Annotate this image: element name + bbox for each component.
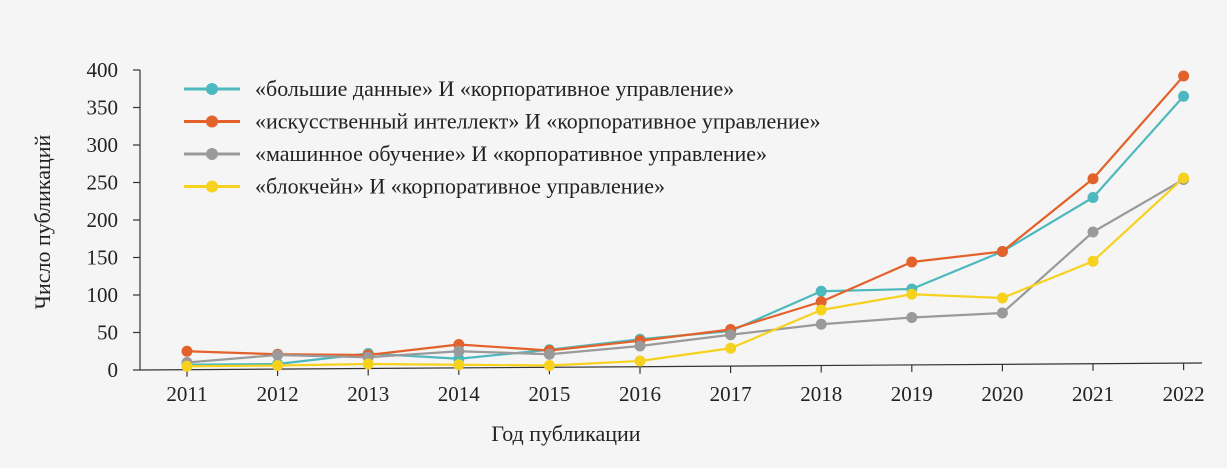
data-point [1178,70,1190,82]
series-layer [181,70,1190,372]
data-point [453,359,465,371]
legend: «большие данные» И «корпоративное управл… [184,76,821,199]
data-point [906,256,918,268]
y-axis-title: Число публикаций [30,134,55,309]
data-point [996,292,1008,304]
y-tick-label: 150 [87,246,119,270]
data-point [815,304,827,316]
x-tick-label: 2020 [981,382,1023,406]
legend-label: «блокчейн» И «корпоративное управление» [255,174,665,199]
series-line [186,177,1185,368]
legend-item: «блокчейн» И «корпоративное управление» [184,174,665,199]
x-axis-line [139,362,1203,371]
data-point [1087,173,1099,185]
data-point [906,288,918,300]
data-point [725,329,737,341]
series-line [186,95,1185,366]
data-point [272,349,284,361]
data-point [181,360,193,372]
legend-label: «большие данные» И «корпоративное управл… [255,76,734,101]
y-tick-label: 400 [87,58,119,82]
series-4 [181,172,1190,372]
data-point [181,345,193,357]
y-tick-label: 350 [87,96,119,120]
data-point [815,296,827,308]
data-point [996,246,1008,257]
x-tick-label: 2014 [438,382,481,406]
axes: 0 50 100 150 200 250 300 350 400 2011 2012 2013 2014… [87,58,1205,406]
data-point [906,312,918,323]
y-tick-label: 0 [108,358,119,382]
legend-item: «искусственный интеллект» И «корпоративн… [184,109,821,134]
y-tick-label: 300 [87,133,119,157]
x-tick-label: 2018 [800,382,842,406]
data-point [815,285,827,297]
y-tick-label: 50 [97,321,118,345]
x-tick-label: 2022 [1163,382,1205,406]
data-point [1178,172,1190,184]
y-tick-label: 200 [87,208,119,232]
data-point [1087,226,1099,238]
data-point [634,340,646,352]
legend-swatch-marker [206,148,218,160]
data-point [543,348,555,360]
x-tick-label: 2013 [347,382,389,406]
x-tick-label: 2015 [528,382,570,406]
data-point [634,355,646,367]
data-point [725,342,737,354]
data-point [815,318,827,330]
y-tick-label: 100 [87,283,119,307]
data-point [453,345,465,357]
data-point [996,307,1008,319]
series-2 [181,70,1190,361]
x-tick-label: 2019 [891,382,933,406]
legend-item: «большие данные» И «корпоративное управл… [184,76,734,101]
legend-swatch-marker [206,83,218,95]
x-tick-label: 2012 [257,382,299,406]
data-point [362,358,374,370]
legend-swatch-marker [206,115,218,128]
legend-label: «искусственный интеллект» И «корпоративн… [255,109,821,134]
data-point [1087,192,1099,203]
data-point [1178,90,1190,102]
series-line [186,178,1185,364]
legend-label: «машинное обучение» И «корпоративное упр… [255,141,767,166]
series-line [186,75,1185,357]
x-tick-label: 2011 [166,382,207,406]
legend-item: «машинное обучение» И «корпоративное упр… [184,141,767,166]
y-tick-label: 250 [87,171,119,195]
data-point [543,360,555,371]
x-tick-label: 2016 [619,382,661,406]
x-axis-title: Год публикации [491,421,640,446]
series-3 [181,174,1190,368]
data-point [1087,255,1099,267]
x-tick-label: 2021 [1072,382,1114,406]
legend-swatch-marker [206,180,218,193]
data-point [272,360,284,371]
x-tick-label: 2017 [710,382,752,406]
